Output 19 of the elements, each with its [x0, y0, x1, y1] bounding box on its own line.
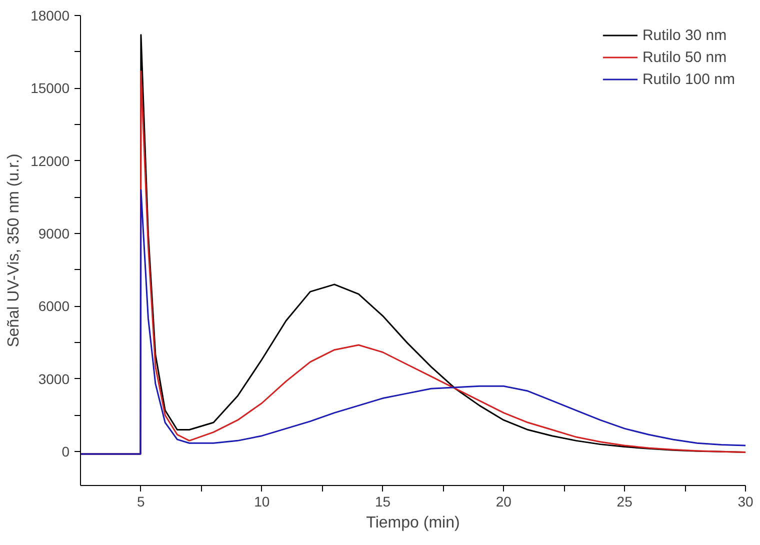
- y-tick-label: 9000: [38, 226, 70, 242]
- y-tick-label: 18000: [30, 8, 70, 24]
- x-tick-label: 20: [496, 494, 512, 510]
- legend-label: Rutilo 50 nm: [642, 48, 727, 66]
- y-tick-label: 12000: [30, 152, 70, 169]
- x-tick-label: 25: [616, 494, 633, 510]
- y-tick-label: 6000: [38, 298, 70, 314]
- line-series: [80, 189, 746, 455]
- y-tick-label: 0: [62, 444, 70, 460]
- x-tick-label: 30: [738, 494, 754, 510]
- y-tick-label: 3000: [38, 370, 70, 387]
- x-tick-label: 5: [137, 494, 146, 510]
- legend-label: Rutilo 30 nm: [642, 26, 727, 44]
- x-tick-label: 15: [374, 494, 391, 510]
- legend-label: Rutilo 100 nm: [642, 70, 735, 88]
- x-axis-title: Tiempo (min): [366, 514, 460, 532]
- y-tick-label: 15000: [30, 80, 70, 96]
- y-axis-title: Señal UV-Vis, 350 nm (u.r.): [6, 154, 23, 348]
- x-tick-label: 10: [254, 494, 270, 510]
